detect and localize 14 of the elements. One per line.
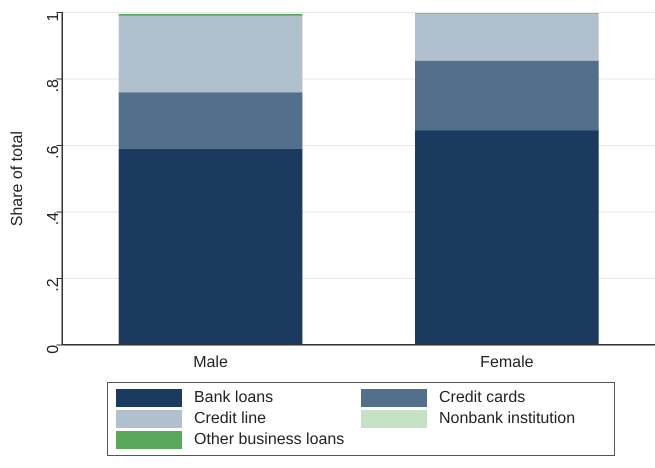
legend-label: Credit line bbox=[194, 410, 266, 428]
x-tick-label: Male bbox=[193, 354, 228, 371]
legend-label: Bank loans bbox=[194, 389, 274, 407]
y-tick-label: .8 bbox=[44, 78, 62, 92]
y-tick-label: 1 bbox=[44, 12, 62, 22]
x-tick-label: Female bbox=[480, 354, 534, 371]
legend-label: Other business loans bbox=[194, 431, 344, 449]
y-tick-label: .2 bbox=[44, 278, 62, 292]
legend-label: Credit cards bbox=[439, 389, 526, 407]
y-axis-title: Share of total bbox=[9, 131, 26, 226]
y-tick-label: 0 bbox=[44, 344, 62, 354]
legend-label: Nonbank institution bbox=[439, 410, 576, 428]
y-tick-label: .6 bbox=[44, 145, 62, 159]
y-tick-label: .4 bbox=[44, 212, 62, 226]
